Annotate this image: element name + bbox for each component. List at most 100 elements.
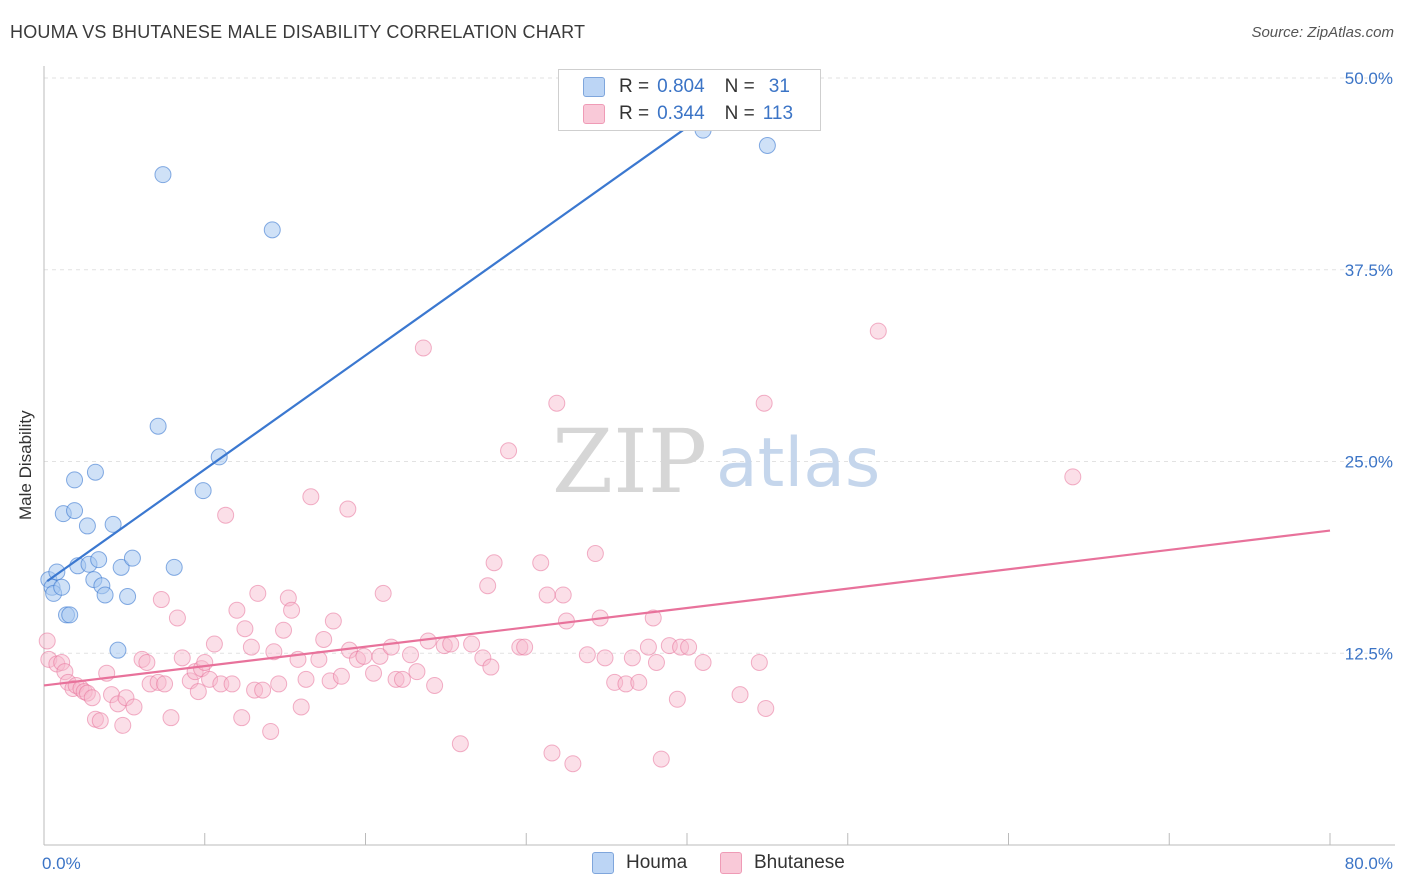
data-point-bhutanese — [339, 500, 357, 518]
data-point-houma — [263, 221, 281, 239]
data-point-bhutanese — [138, 653, 156, 671]
x-tick-label: 80.0% — [1345, 854, 1393, 873]
data-point-bhutanese — [242, 638, 260, 656]
data-point-bhutanese — [78, 684, 96, 702]
legend-r-value: 0.804 — [657, 76, 705, 97]
data-point-bhutanese — [168, 609, 186, 627]
legend-item-bhutanese: Bhutanese — [720, 852, 845, 874]
data-point-bhutanese — [302, 488, 320, 506]
data-point-houma — [165, 558, 183, 576]
data-point-bhutanese — [125, 698, 143, 716]
chart-title: HOUMA VS BHUTANESE MALE DISABILITY CORRE… — [10, 22, 586, 42]
data-point-bhutanese — [236, 620, 254, 638]
y-tick-label: 37.5% — [1345, 261, 1393, 280]
data-point-bhutanese — [149, 673, 167, 691]
data-point-bhutanese — [270, 675, 288, 693]
data-point-bhutanese — [442, 635, 460, 653]
data-point-bhutanese — [511, 638, 529, 656]
data-point-bhutanese — [516, 638, 534, 656]
data-point-bhutanese — [114, 716, 132, 734]
data-point-houma — [123, 549, 141, 567]
data-point-houma — [78, 517, 96, 535]
data-point-bhutanese — [652, 750, 670, 768]
data-point-houma — [758, 136, 776, 154]
data-point-bhutanese — [173, 649, 191, 667]
axes — [43, 66, 1395, 846]
data-point-bhutanese — [189, 683, 207, 701]
source-label: Source: ZipAtlas.com — [1251, 24, 1394, 41]
data-point-bhutanese — [228, 601, 246, 619]
data-point-bhutanese — [680, 638, 698, 656]
data-point-bhutanese — [586, 545, 604, 563]
tick-labels: 12.5% 25.0% 37.5% 50.0% 0.0% 80.0% — [42, 69, 1393, 873]
data-point-bhutanese — [374, 584, 392, 602]
legend-n-value: 113 — [762, 103, 794, 124]
data-point-bhutanese — [623, 649, 641, 667]
legend-row-houma: R = 0.804 N = 31 — [583, 76, 790, 98]
watermark: ZIP atlas — [552, 410, 880, 513]
data-point-bhutanese — [156, 675, 174, 693]
data-point-bhutanese — [554, 586, 572, 604]
data-point-bhutanese — [393, 670, 411, 688]
data-point-bhutanese — [451, 735, 469, 753]
data-point-bhutanese — [617, 675, 635, 693]
data-point-bhutanese — [103, 686, 121, 704]
data-point-bhutanese — [414, 339, 432, 357]
data-point-bhutanese — [223, 675, 241, 693]
data-point-houma — [53, 578, 71, 596]
data-point-bhutanese — [755, 394, 773, 412]
data-point-bhutanese — [694, 653, 712, 671]
data-point-bhutanese — [265, 643, 283, 661]
data-point-bhutanese — [757, 699, 775, 717]
data-point-bhutanese — [292, 698, 310, 716]
data-point-houma — [96, 586, 114, 604]
data-point-bhutanese — [201, 670, 219, 688]
data-point-bhutanese — [869, 322, 887, 340]
x-tick-label: 0.0% — [42, 854, 81, 873]
data-point-bhutanese — [371, 647, 389, 665]
y-tick-label: 12.5% — [1345, 644, 1393, 663]
data-point-bhutanese — [217, 506, 235, 524]
series-houma — [40, 121, 776, 659]
legend-r-label: R = — [619, 76, 650, 97]
data-point-bhutanese — [275, 621, 293, 639]
data-point-bhutanese — [382, 638, 400, 656]
data-point-bhutanese — [262, 722, 280, 740]
data-point-bhutanese — [152, 591, 170, 609]
y-axis-label: Male Disability — [16, 410, 35, 520]
data-point-bhutanese — [668, 690, 686, 708]
data-point-bhutanese — [419, 632, 437, 650]
data-point-houma — [86, 463, 104, 481]
data-point-bhutanese — [578, 646, 596, 664]
legend-item-houma: Houma — [592, 852, 687, 874]
data-point-bhutanese — [249, 584, 267, 602]
data-point-bhutanese — [532, 554, 550, 572]
legend-n-value: 31 — [768, 76, 790, 97]
watermark-atlas: atlas — [716, 424, 880, 503]
data-point-bhutanese — [297, 670, 315, 688]
legend-swatch-bhutanese — [583, 104, 605, 124]
data-point-bhutanese — [162, 709, 180, 727]
data-point-bhutanese — [1064, 468, 1082, 486]
data-point-bhutanese — [83, 689, 101, 707]
data-point-bhutanese — [332, 667, 350, 685]
data-point-bhutanese — [321, 672, 339, 690]
data-point-houma — [104, 515, 122, 533]
data-point-bhutanese — [750, 653, 768, 671]
data-point-bhutanese — [485, 554, 503, 572]
grid-lines — [44, 77, 1395, 654]
data-point-bhutanese — [254, 681, 272, 699]
data-point-houma — [119, 587, 137, 605]
data-point-bhutanese — [38, 632, 56, 650]
data-point-bhutanese — [647, 653, 665, 671]
data-point-bhutanese — [402, 646, 420, 664]
data-point-bhutanese — [355, 647, 373, 665]
data-point-bhutanese — [564, 755, 582, 773]
trendline-houma — [46, 69, 769, 583]
data-point-bhutanese — [479, 577, 497, 595]
data-point-bhutanese — [408, 663, 426, 681]
data-point-houma — [154, 166, 172, 184]
data-point-bhutanese — [630, 673, 648, 691]
data-point-bhutanese — [40, 650, 58, 668]
